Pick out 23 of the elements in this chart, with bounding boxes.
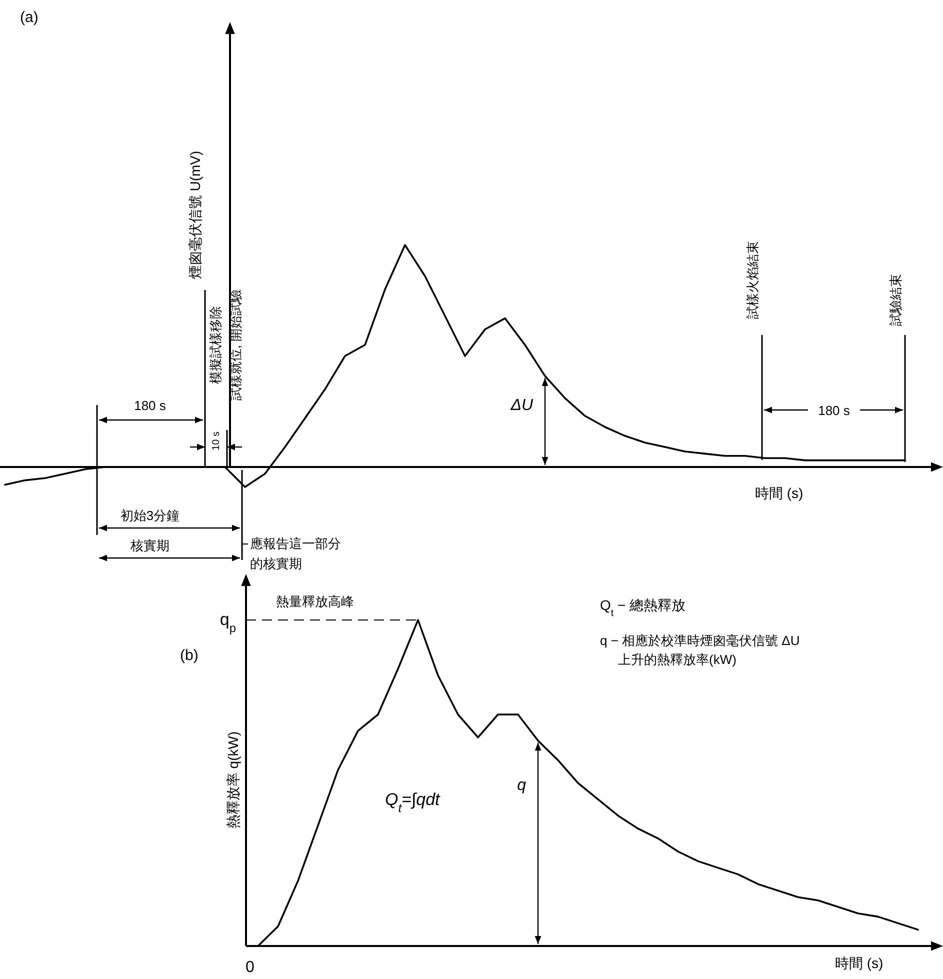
annotation: ΔU xyxy=(510,397,534,414)
text: (b) xyxy=(180,647,198,664)
annotation: 模擬試樣移除 xyxy=(208,306,223,384)
text: 初始3分鐘 xyxy=(120,508,180,523)
x-axis-title: 時間 (s) xyxy=(755,485,804,501)
annotation: q xyxy=(517,777,526,794)
y-axis-title: 熱釋放率 q(kW) xyxy=(225,731,241,829)
text: 應報告這一部分的核實期 xyxy=(250,536,341,571)
annotation: 10 s xyxy=(211,432,222,450)
ref-line-label: 熱量釋放高峰 xyxy=(276,594,354,609)
annotation: 180 s xyxy=(818,403,850,418)
chart-title: (a) xyxy=(20,9,38,26)
annotation: Q$_{t}$=∫qdt xyxy=(385,790,442,815)
x-axis-title: 時間 (s) xyxy=(835,955,884,971)
y-axis-title: 煙囪毫伏信號 U(mV) xyxy=(187,150,203,280)
text: Q$_{t}$ − 總熱釋放 xyxy=(600,597,686,618)
annotation: 試驗結束 xyxy=(888,274,903,326)
text: 核實期 xyxy=(130,538,170,553)
text: 0 xyxy=(246,959,255,976)
text: q$_{p}$ xyxy=(220,610,236,635)
annotation: 180 s xyxy=(134,398,166,413)
annotation: 試樣火焰結束 xyxy=(745,241,760,319)
annotation: q − 相應於校準時煙囪毫伏信號 ΔU 上升的熱釋放率(kW) xyxy=(600,633,800,667)
